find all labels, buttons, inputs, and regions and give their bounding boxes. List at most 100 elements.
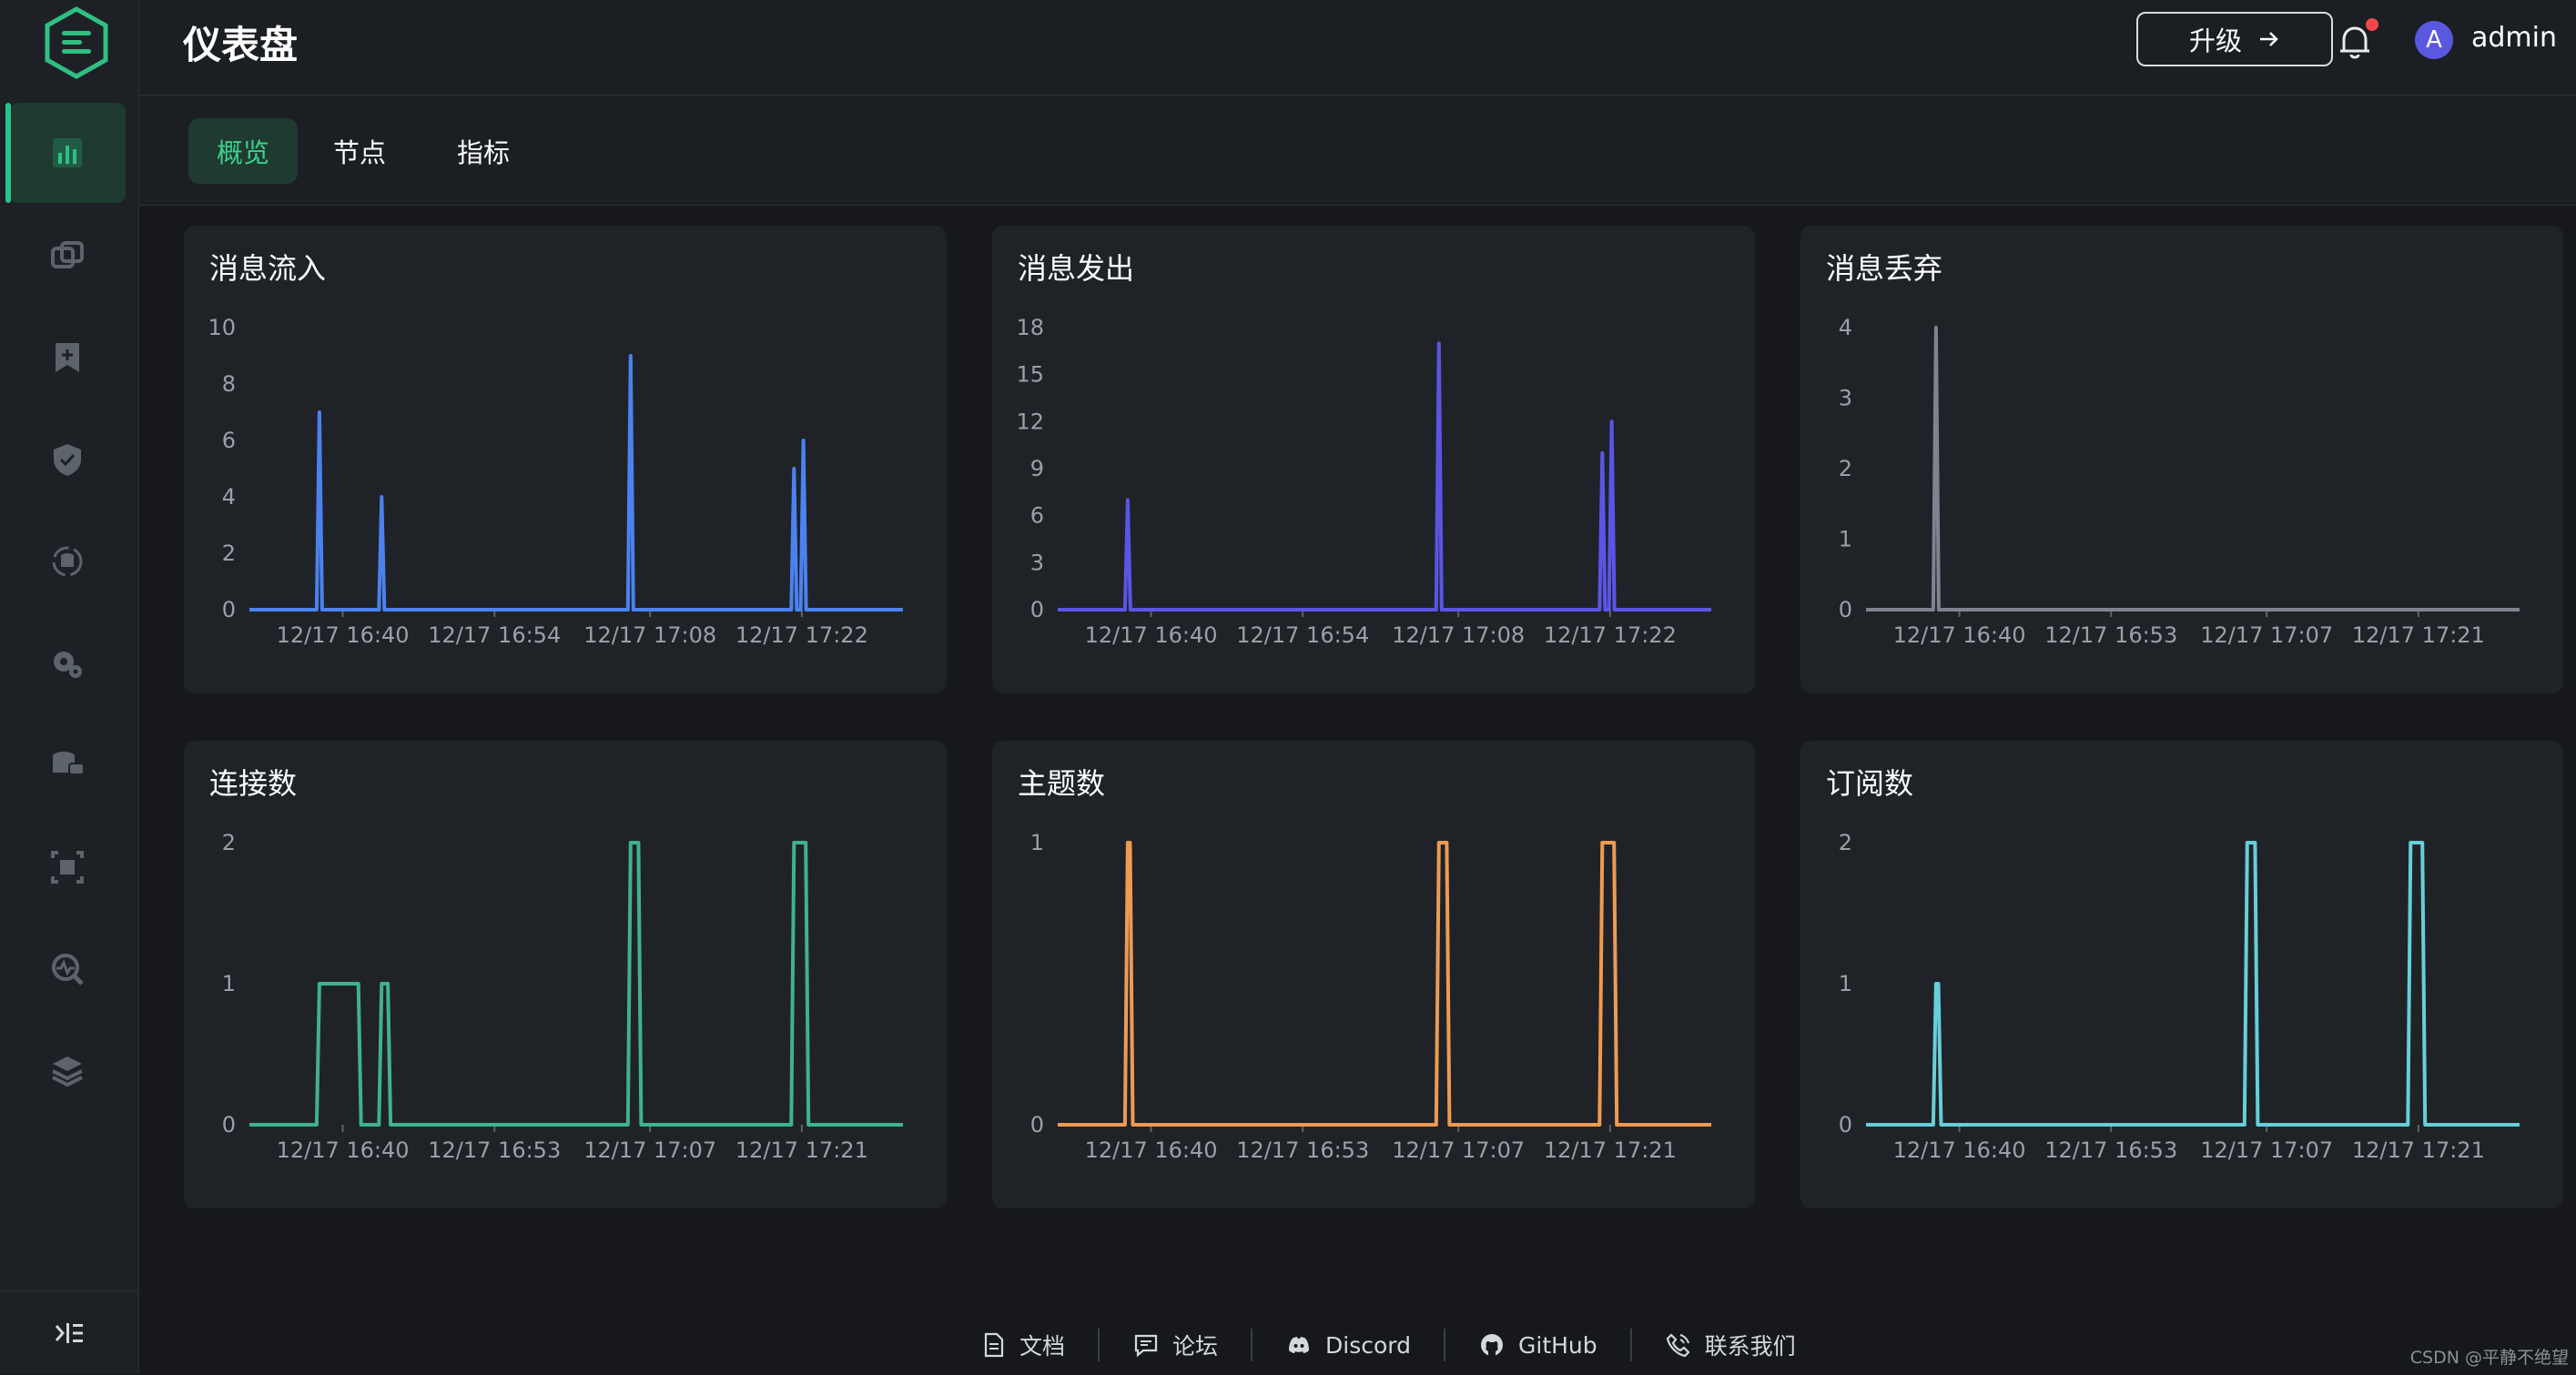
sidebar-item-dashboard[interactable] <box>5 103 126 203</box>
sidebar-item-data-integration[interactable] <box>9 511 126 612</box>
footer-divider <box>1098 1329 1100 1361</box>
chart-title: 主题数 <box>1018 766 1106 801</box>
chart-card-topics: 主题数 0 1 12/17 16:40 12/17 16:53 12/17 17:07 1… <box>992 741 1755 1208</box>
y-tick-label: 1 <box>222 971 236 996</box>
dashboard-icon <box>53 138 82 167</box>
github-icon <box>1481 1334 1504 1356</box>
username[interactable]: admin <box>2471 22 2557 54</box>
subscriptions-icon <box>56 343 79 372</box>
y-tick-label: 0 <box>222 597 236 622</box>
messages-in-chart: 0 2 4 6 8 10 12/17 16:40 12/17 16:54 12/17 17:08… <box>208 315 903 648</box>
tab-metrics[interactable]: 指标 <box>456 137 510 168</box>
footer-link-forum[interactable]: 论坛 <box>1100 1329 1251 1361</box>
arrow-right-icon <box>2260 32 2278 46</box>
chart-card-subscriptions: 订阅数 0 1 2 12/17 16:40 12/17 16:53 12/17 17:07… <box>1800 741 2563 1208</box>
x-tick-label: 12/17 17:22 <box>735 622 868 648</box>
series-line <box>1866 326 2520 612</box>
series-line <box>1058 841 1711 1127</box>
contact-icon <box>1666 1333 1690 1358</box>
tab-nodes[interactable]: 节点 <box>332 137 386 168</box>
sidebar-item-system[interactable] <box>9 1021 126 1121</box>
x-tick-label: 12/17 17:08 <box>1392 622 1525 648</box>
y-tick-label: 3 <box>1839 386 1852 411</box>
chart-card-connections: 连接数 0 1 2 12/17 16:40 12/17 16:53 12/17 17:07… <box>184 741 947 1208</box>
x-tick-label: 12/17 17:07 <box>1392 1137 1525 1163</box>
x-tick-label: 12/17 16:40 <box>277 622 410 648</box>
chart-title: 消息丢弃 <box>1826 251 1943 286</box>
y-tick-label: 2 <box>222 830 236 855</box>
topics-chart: 0 1 12/17 16:40 12/17 16:53 12/17 17:07 12/17… <box>1030 830 1711 1163</box>
x-tick-label: 12/17 17:07 <box>583 1137 716 1163</box>
series-line <box>249 354 903 612</box>
y-tick-label: 0 <box>1839 597 1852 622</box>
notification-bell-icon[interactable] <box>2331 18 2378 66</box>
top-header: 仪表盘 升级 A admin <box>139 0 2576 96</box>
diagnose-icon <box>52 954 84 986</box>
sidebar <box>0 0 139 1374</box>
x-tick-label: 12/17 16:40 <box>277 1137 410 1163</box>
x-tick-label: 12/17 16:53 <box>2044 1137 2177 1163</box>
sidebar-item-access-control[interactable] <box>9 409 126 510</box>
y-tick-label: 10 <box>208 315 236 340</box>
footer-link-label: GitHub <box>1518 1331 1597 1359</box>
connections-chart: 0 1 2 12/17 16:40 12/17 16:53 12/17 17:07 12/1… <box>222 830 903 1163</box>
upgrade-button[interactable]: 升级 <box>2136 12 2333 66</box>
y-tick-label: 3 <box>1030 550 1044 575</box>
sidebar-item-problem-analysis[interactable] <box>9 715 126 815</box>
y-tick-label: 2 <box>1839 830 1852 855</box>
chart-title: 连接数 <box>209 766 298 801</box>
chart-title: 消息发出 <box>1018 251 1135 286</box>
emqx-logo[interactable] <box>42 5 111 80</box>
data-integration-icon <box>52 546 83 577</box>
management-icon <box>54 652 82 678</box>
y-tick-label: 2 <box>1839 456 1852 481</box>
system-icon <box>52 1057 83 1087</box>
collapse-sidebar-icon <box>55 1323 83 1343</box>
sidebar-item-management[interactable] <box>9 613 126 713</box>
y-tick-label: 0 <box>1030 1112 1044 1137</box>
sidebar-item-subscriptions[interactable] <box>9 308 126 408</box>
y-tick-label: 0 <box>222 1112 236 1137</box>
messages-dropped-chart: 0 1 2 3 4 12/17 16:40 12/17 16:53 12/17 17:07 12… <box>1839 315 2520 648</box>
problem-analysis-icon <box>53 752 85 775</box>
chart-card-messages-dropped: 消息丢弃 0 1 2 3 4 12/17 16:40 12/17 16:53 12/17 17… <box>1800 226 2563 693</box>
footer-link-github[interactable]: GitHub <box>1445 1331 1630 1359</box>
collapse-sidebar-button[interactable] <box>0 1290 138 1375</box>
x-tick-label: 12/17 16:54 <box>428 622 561 648</box>
x-tick-label: 12/17 16:53 <box>1236 1137 1369 1163</box>
page-title: 仪表盘 <box>183 23 299 67</box>
y-tick-label: 0 <box>1839 1112 1852 1137</box>
y-tick-label: 12 <box>1016 409 1044 434</box>
y-tick-label: 0 <box>1030 597 1044 622</box>
footer: 文档 论坛 Discord GitHub 联系我们 <box>947 1318 1829 1372</box>
sidebar-item-diagnose[interactable] <box>9 919 126 1019</box>
discord-icon <box>1289 1337 1310 1353</box>
footer-link-docs[interactable]: 文档 <box>947 1329 1098 1361</box>
series-line <box>1058 341 1711 612</box>
tab-bar: 概览 节点 指标 <box>139 96 2576 206</box>
y-tick-label: 4 <box>1839 315 1852 340</box>
footer-link-label: 论坛 <box>1172 1333 1219 1360</box>
footer-link-discord[interactable]: Discord <box>1253 1331 1444 1359</box>
x-tick-label: 12/17 16:53 <box>2044 622 2177 648</box>
sidebar-item-clients[interactable] <box>9 206 126 306</box>
sidebar-item-extensions[interactable] <box>9 817 126 917</box>
chart-card-messages-in: 消息流入 0 2 4 6 8 10 12/17 16:40 12/17 16:54 12/17 … <box>184 226 947 693</box>
tab-overview[interactable]: 概览 <box>188 118 298 184</box>
footer-link-contact[interactable]: 联系我们 <box>1632 1329 1829 1361</box>
forum-icon <box>1134 1334 1158 1358</box>
series-line <box>249 841 903 1127</box>
subscriptions-chart: 0 1 2 12/17 16:40 12/17 16:53 12/17 17:07 12/1… <box>1839 830 2520 1163</box>
footer-divider <box>1444 1329 1446 1361</box>
document-icon <box>984 1332 1004 1358</box>
x-tick-label: 12/17 16:40 <box>1893 1137 2026 1163</box>
x-tick-label: 12/17 17:07 <box>2200 622 2333 648</box>
chart-card-messages-out: 消息发出 0 3 6 9 12 15 18 12/17 16:40 12/17 16:54 12/… <box>992 226 1755 693</box>
x-tick-label: 12/17 16:54 <box>1236 622 1369 648</box>
x-tick-label: 12/17 16:40 <box>1085 622 1218 648</box>
y-tick-label: 18 <box>1016 315 1044 340</box>
series-line <box>1866 841 2520 1127</box>
avatar[interactable]: A <box>2415 21 2453 59</box>
footer-link-label: 文档 <box>1019 1333 1066 1360</box>
y-tick-label: 2 <box>222 541 236 566</box>
